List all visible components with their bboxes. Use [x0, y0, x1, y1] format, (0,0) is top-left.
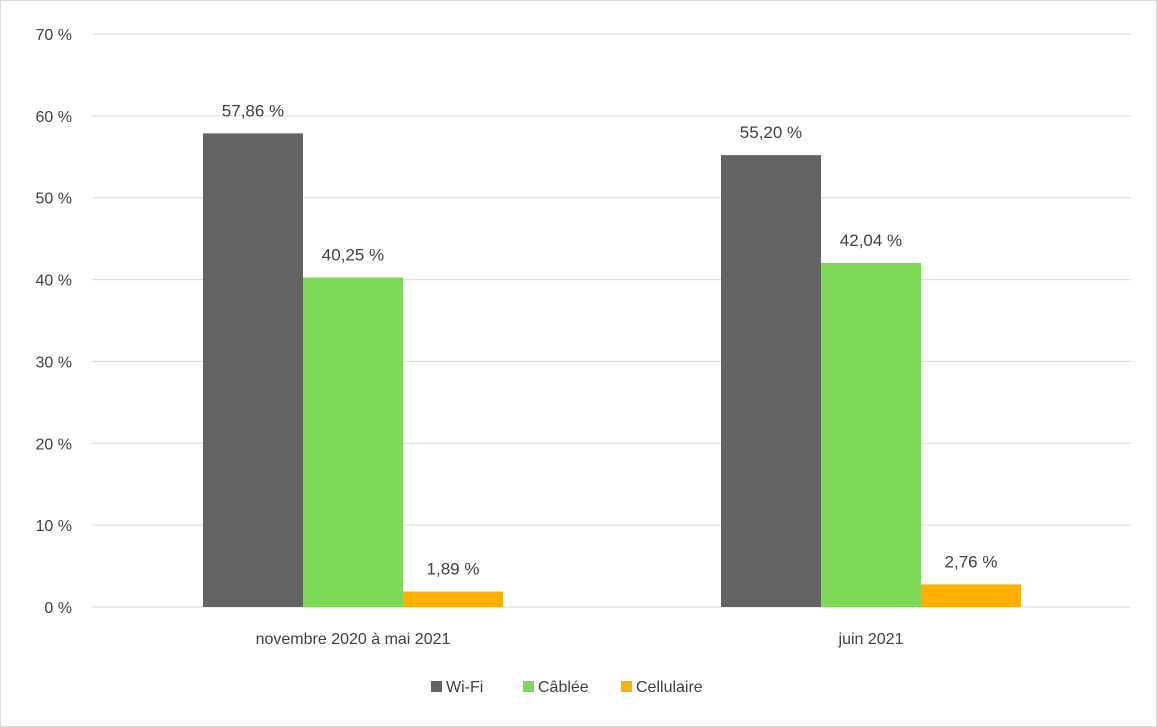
data-labels: 57,86 % 40,25 % 1,89 % 55,20 % 42,04 % 2,76 % [222, 101, 998, 578]
x-category-label: novembre 2020 à mai 2021 [256, 631, 451, 648]
legend-swatch [621, 681, 632, 692]
data-label: 1,89 % [427, 560, 480, 579]
legend: Wi-Fi Câblée Cellulaire [431, 679, 703, 696]
legend-swatch [431, 681, 442, 692]
data-label: 2,76 % [945, 552, 998, 571]
y-tick-label: 40 % [36, 273, 72, 290]
y-tick-label: 10 % [36, 518, 72, 535]
data-label: 42,04 % [840, 231, 902, 250]
data-label: 55,20 % [740, 123, 802, 142]
x-axis-category-labels: novembre 2020 à mai 2021 juin 2021 [256, 631, 904, 648]
legend-swatch [523, 681, 534, 692]
legend-label: Wi-Fi [446, 679, 483, 696]
bar-wi-fi [721, 155, 821, 608]
x-category-label: juin 2021 [838, 631, 904, 648]
bar-c-bl-e [821, 262, 921, 607]
data-label: 57,86 % [222, 101, 284, 120]
legend-label: Cellulaire [636, 679, 703, 696]
bar-c-bl-e [303, 277, 403, 607]
y-tick-label: 70 % [36, 27, 72, 44]
y-axis-tick-labels: 0 % 10 % 20 % 30 % 40 % 50 % 60 % 70 % [36, 27, 72, 617]
legend-label: Câblée [538, 679, 589, 696]
y-tick-label: 30 % [36, 354, 72, 371]
bar-wi-fi [203, 133, 303, 607]
bar-cellulaire [921, 584, 1021, 607]
bar-cellulaire [403, 591, 503, 607]
y-tick-label: 60 % [36, 109, 72, 126]
y-tick-label: 0 % [44, 600, 72, 617]
bars [203, 133, 1021, 608]
y-tick-label: 50 % [36, 191, 72, 208]
y-tick-label: 20 % [36, 436, 72, 453]
data-label: 40,25 % [322, 246, 384, 265]
